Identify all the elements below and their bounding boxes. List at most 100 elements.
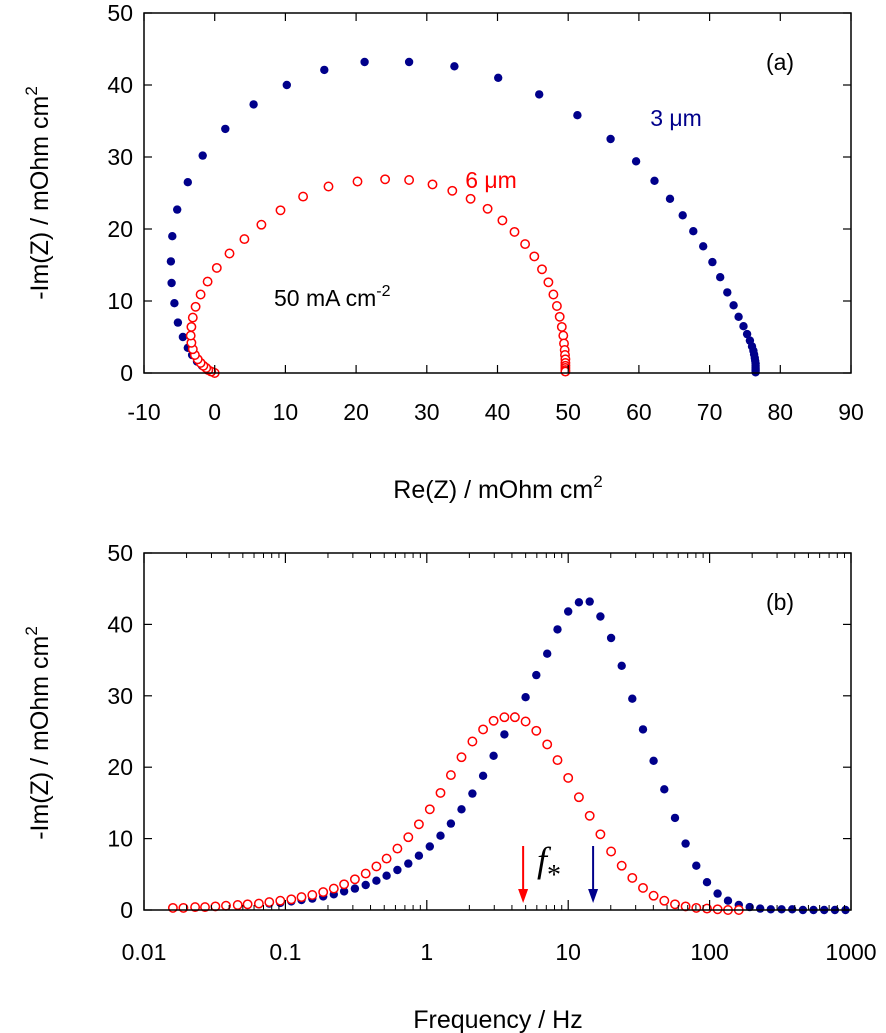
- bode-x-tick-label: 1000: [825, 939, 876, 965]
- bode-point-3um: [372, 876, 381, 885]
- bode-point-6um: [360, 868, 371, 879]
- bode-point-6um: [638, 882, 648, 893]
- bode-y-axis-label-text: -Im(Z) / mOhm cm: [26, 636, 54, 840]
- bode-x-tick-label: 0.1: [269, 939, 301, 965]
- bode-y-tick-label: 10: [107, 826, 133, 852]
- bode-point-6um: [190, 902, 201, 913]
- bode-point-6um: [509, 712, 520, 723]
- nyquist-x-tick-label: 20: [343, 399, 369, 425]
- nyquist-point-6um: [224, 248, 235, 259]
- bode-x-tick-label: 1: [420, 939, 433, 965]
- bode-x-tick-label: 10: [555, 939, 581, 965]
- bode-point-3um: [414, 851, 424, 860]
- bode-plot: 0.01 0.1 1 10 100 1000 0 10 20 30 40 50 (b) f* Fre…: [22, 540, 877, 1033]
- f-star-label: f*: [537, 840, 561, 891]
- bode-point-6um: [606, 846, 617, 857]
- bode-point-6um: [275, 895, 286, 906]
- nyquist-x-tick-label: 0: [208, 399, 221, 425]
- bode-point-3um: [660, 785, 669, 794]
- bode-point-3um: [670, 813, 680, 823]
- nyquist-point-6um: [202, 276, 213, 287]
- bode-point-6um: [403, 832, 414, 843]
- nyquist-point-3um: [573, 111, 582, 120]
- nyquist-point-3um: [494, 73, 503, 83]
- bode-point-6um: [242, 899, 253, 910]
- nyquist-point-3um: [678, 211, 687, 220]
- bode-point-3um: [489, 751, 498, 760]
- nyquist-point-6um: [239, 234, 250, 245]
- bode-point-6um: [499, 712, 510, 723]
- nyquist-point-3um: [249, 100, 258, 109]
- bode-point-3um: [596, 612, 605, 621]
- nyquist-point-6um: [352, 176, 363, 187]
- nyquist-point-3um: [742, 329, 752, 339]
- nyquist-point-6um: [509, 226, 520, 237]
- bode-point-3um: [382, 871, 391, 880]
- nyquist-point-6um: [465, 193, 476, 204]
- nyquist-point-3um: [320, 65, 329, 75]
- nyquist-point-6um: [520, 239, 531, 250]
- bode-x-tick-label: 0.01: [122, 939, 167, 965]
- nyquist-point-6um: [298, 191, 309, 202]
- bode-point-6um: [371, 861, 382, 872]
- bode-point-6um: [264, 897, 275, 908]
- nyquist-point-6um: [275, 205, 286, 216]
- bode-point-3um: [339, 887, 349, 896]
- bode-point-3um: [404, 859, 413, 868]
- nyquist-point-3um: [198, 151, 207, 160]
- nyquist-point-6um: [543, 277, 554, 288]
- bode-point-6um: [435, 787, 446, 798]
- bode-point-3um: [532, 670, 541, 680]
- bode-point-3um: [500, 730, 509, 739]
- nyquist-y-tick-label: 20: [107, 216, 133, 242]
- nyquist-y-axis-label: -Im(Z) / mOhm cm2: [22, 86, 54, 300]
- bode-point-6um: [286, 894, 297, 905]
- nyquist-point-6um: [497, 215, 508, 226]
- nyquist-point-3um: [168, 232, 177, 241]
- bode-point-3um: [350, 884, 360, 893]
- f-star-subscript: *: [547, 860, 561, 891]
- bode-y-tick-label: 20: [107, 754, 133, 780]
- bode-point-3um: [457, 805, 466, 814]
- bode-point-3um: [361, 880, 370, 890]
- nyquist-y-ticks: 0 10 20 30 40 50: [107, 0, 851, 386]
- nyquist-data-points: [166, 57, 760, 378]
- bode-point-6um: [167, 902, 178, 913]
- bode-point-6um: [413, 819, 424, 830]
- bode-point-6um: [467, 736, 478, 747]
- nyquist-point-6um: [256, 219, 267, 230]
- nyquist-point-6um: [556, 321, 567, 332]
- nyquist-y-tick-label: 10: [107, 288, 133, 314]
- series-label-6um: 6 μm: [465, 167, 517, 193]
- bode-point-3um: [436, 831, 445, 840]
- bode-point-6um: [542, 739, 553, 750]
- nyquist-point-3um: [729, 301, 738, 310]
- nyquist-point-6um: [447, 185, 458, 196]
- bode-point-6um: [670, 899, 680, 910]
- bode-point-3um: [606, 633, 616, 643]
- nyquist-y-tick-label: 50: [107, 0, 133, 26]
- bode-point-6um: [392, 843, 403, 854]
- bode-point-6um: [253, 898, 264, 909]
- nyquist-x-tick-label: 50: [555, 399, 581, 425]
- bode-point-3um: [553, 625, 562, 634]
- bode-point-6um: [296, 892, 307, 903]
- bode-point-6um: [200, 902, 210, 913]
- nyquist-x-axis-label-sup: 2: [593, 472, 602, 491]
- bode-point-6um: [648, 890, 659, 901]
- bode-point-3um: [638, 725, 648, 734]
- nyquist-point-3um: [716, 273, 725, 282]
- nyquist-point-6um: [548, 289, 559, 300]
- nyquist-point-3um: [734, 312, 743, 321]
- nyquist-point-6um: [323, 181, 334, 192]
- bode-point-6um: [339, 879, 350, 890]
- bode-y-tick-label: 40: [107, 611, 133, 637]
- nyquist-point-3um: [450, 62, 459, 71]
- bode-point-6um: [232, 900, 243, 910]
- nyquist-point-6um: [195, 289, 206, 300]
- bode-point-6um: [616, 860, 627, 871]
- nyquist-point-3um: [650, 176, 659, 185]
- nyquist-x-tick-label: 60: [626, 399, 652, 425]
- bode-point-3um: [393, 865, 402, 875]
- nyquist-point-3um: [166, 257, 176, 266]
